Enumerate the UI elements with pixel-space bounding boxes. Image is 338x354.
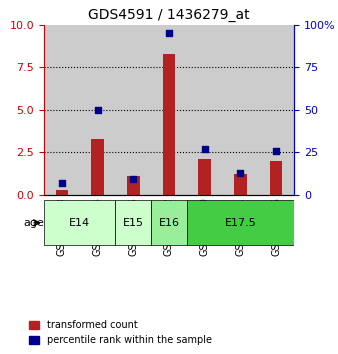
FancyBboxPatch shape bbox=[115, 200, 151, 245]
Text: E17.5: E17.5 bbox=[224, 218, 256, 228]
Bar bbox=[234, 174, 247, 195]
Bar bbox=[44, 25, 80, 195]
Bar bbox=[187, 25, 223, 195]
Bar bbox=[151, 25, 187, 195]
Bar bbox=[80, 25, 115, 195]
Point bbox=[238, 170, 243, 176]
Point bbox=[202, 146, 208, 152]
FancyBboxPatch shape bbox=[44, 200, 115, 245]
Bar bbox=[55, 190, 68, 195]
Text: E14: E14 bbox=[69, 218, 90, 228]
Bar bbox=[198, 159, 211, 195]
Legend: transformed count, percentile rank within the sample: transformed count, percentile rank withi… bbox=[25, 316, 215, 349]
Point bbox=[273, 148, 279, 153]
Bar bbox=[258, 25, 294, 195]
Point bbox=[166, 30, 172, 36]
Point bbox=[130, 177, 136, 182]
Point bbox=[59, 180, 65, 185]
Bar bbox=[91, 139, 104, 195]
Text: E16: E16 bbox=[159, 218, 179, 228]
Point bbox=[95, 107, 100, 113]
Bar bbox=[163, 54, 175, 195]
FancyBboxPatch shape bbox=[151, 200, 187, 245]
Bar bbox=[270, 161, 283, 195]
FancyBboxPatch shape bbox=[187, 200, 294, 245]
Bar bbox=[115, 25, 151, 195]
Text: age: age bbox=[23, 218, 44, 228]
Bar bbox=[127, 176, 140, 195]
Text: E15: E15 bbox=[123, 218, 144, 228]
Title: GDS4591 / 1436279_at: GDS4591 / 1436279_at bbox=[88, 8, 250, 22]
Bar bbox=[223, 25, 258, 195]
